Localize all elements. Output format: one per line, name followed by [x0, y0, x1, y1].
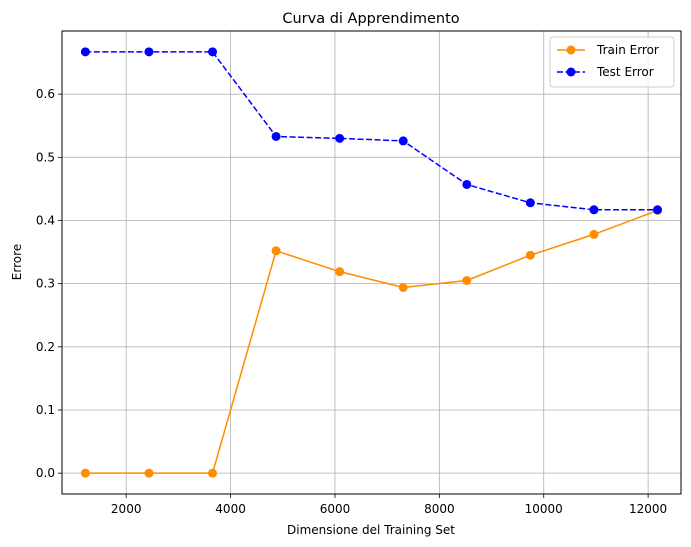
y-tick-label: 0.1: [36, 403, 55, 417]
data-point-train-error: [208, 468, 218, 478]
legend-label-train-error: Train Error: [596, 43, 659, 57]
plot-frame: [61, 30, 682, 495]
chart-title: Curva di Apprendimento: [282, 11, 459, 27]
data-point-train-error: [398, 282, 408, 292]
data-point-train-error: [271, 246, 281, 256]
data-point-train-error: [80, 468, 90, 478]
data-point-test-error: [271, 131, 281, 141]
legend-marker-train-error: [566, 45, 576, 55]
data-point-test-error: [525, 198, 535, 208]
data-point-train-error: [525, 250, 535, 260]
y-tick-label: 0.0: [36, 466, 55, 480]
y-tick-label: 0.2: [36, 340, 55, 354]
series-test-error: [80, 47, 663, 215]
x-tick-label: 12000: [629, 502, 667, 516]
y-tick-label: 0.6: [36, 87, 55, 101]
data-point-test-error: [398, 136, 408, 146]
data-point-train-error: [589, 229, 599, 239]
y-tick-label: 0.3: [36, 277, 55, 291]
data-point-test-error: [144, 47, 154, 57]
legend-marker-test-error: [566, 67, 576, 77]
series-train-error: [80, 205, 663, 478]
ticks: 2000 4000 6000 8000 10000 12000 0.0 0.1 0.2 0.3 0.…: [36, 87, 667, 516]
series-line-test-error: [85, 51, 658, 211]
x-tick-label: 6000: [320, 502, 351, 516]
y-tick-label: 0.5: [36, 150, 55, 164]
series-layer: [80, 47, 663, 478]
grid: [62, 31, 681, 494]
x-tick-label: 4000: [215, 502, 246, 516]
data-point-test-error: [208, 47, 218, 57]
y-tick-label: 0.4: [36, 213, 55, 227]
legend: Train Error Test Error: [549, 36, 675, 88]
data-point-train-error: [462, 276, 472, 285]
y-axis-label: Errore: [10, 244, 24, 280]
data-point-test-error: [335, 133, 345, 143]
x-tick-label: 2000: [111, 502, 142, 516]
series-line-train-error: [85, 209, 658, 474]
x-tick-label: 10000: [525, 502, 563, 516]
x-tick-label: 8000: [424, 502, 455, 516]
data-point-train-error: [335, 267, 345, 277]
data-point-test-error: [80, 47, 90, 57]
data-point-test-error: [589, 205, 599, 215]
legend-label-test-error: Test Error: [596, 65, 654, 79]
x-axis-label: Dimensione del Training Set: [287, 523, 455, 537]
data-point-train-error: [144, 468, 154, 478]
data-point-test-error: [462, 179, 472, 189]
data-point-test-error: [653, 205, 663, 215]
